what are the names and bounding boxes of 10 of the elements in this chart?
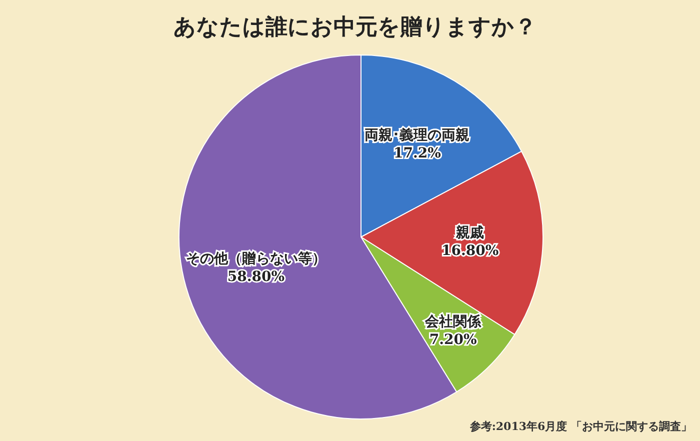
slice-label: 親戚	[455, 224, 484, 242]
chart-title: あなたは誰にお中元を贈りますか？	[174, 14, 536, 40]
slice-label: 会社関係	[424, 314, 482, 330]
data-label: 16.80%	[442, 243, 499, 260]
slice-label: 両親･義理の両親	[364, 126, 470, 144]
data-label: 58.80%	[227, 268, 285, 285]
text: 参考:2013年6月度 「お中元に関する調査」	[468, 420, 692, 433]
data-label: 17.2%	[393, 145, 441, 162]
data-label: 7.20%	[429, 332, 477, 348]
slice-label: その他（贈らない等）	[186, 250, 326, 267]
